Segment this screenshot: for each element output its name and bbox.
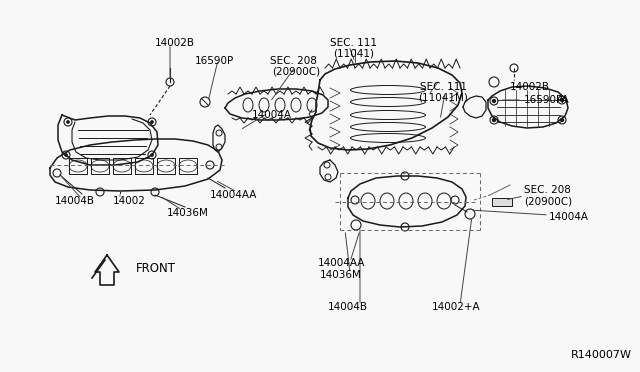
- Text: 14002B: 14002B: [510, 82, 550, 92]
- Circle shape: [67, 121, 70, 124]
- Text: 14036M: 14036M: [167, 208, 209, 218]
- Text: 14002+A: 14002+A: [432, 302, 481, 312]
- Text: 14002B: 14002B: [155, 38, 195, 48]
- Text: (20900C): (20900C): [524, 196, 572, 206]
- Text: 16590P: 16590P: [195, 56, 234, 66]
- Text: 14004A: 14004A: [549, 212, 589, 222]
- Text: 14036M: 14036M: [320, 270, 362, 280]
- Bar: [69, 158, 87, 174]
- Text: (11041): (11041): [333, 49, 374, 59]
- Text: SEC. 111: SEC. 111: [330, 38, 377, 48]
- Text: 14004A: 14004A: [252, 110, 292, 120]
- Bar: [492, 198, 512, 206]
- Text: SEC. 208: SEC. 208: [270, 56, 317, 66]
- Bar: [91, 158, 109, 174]
- Circle shape: [150, 121, 154, 124]
- Circle shape: [493, 99, 495, 103]
- Text: (11041M): (11041M): [418, 93, 468, 103]
- Bar: [135, 158, 153, 174]
- Text: R140007W: R140007W: [571, 350, 632, 360]
- Text: 14004AA: 14004AA: [318, 258, 365, 268]
- Circle shape: [65, 154, 67, 157]
- Text: (20900C): (20900C): [272, 67, 320, 77]
- Circle shape: [493, 119, 495, 122]
- Circle shape: [150, 154, 154, 157]
- Bar: [157, 158, 175, 174]
- Text: 14004B: 14004B: [328, 302, 368, 312]
- Text: 14002: 14002: [113, 196, 146, 206]
- Text: SEC. 208: SEC. 208: [524, 185, 571, 195]
- Text: 14004B: 14004B: [55, 196, 95, 206]
- Bar: [179, 158, 197, 174]
- Bar: [113, 158, 131, 174]
- Circle shape: [561, 119, 563, 122]
- Text: 16590PA: 16590PA: [524, 95, 570, 105]
- Text: FRONT: FRONT: [136, 262, 176, 275]
- Circle shape: [561, 99, 563, 102]
- Text: 14004AA: 14004AA: [210, 190, 257, 200]
- Text: SEC. 111: SEC. 111: [420, 82, 467, 92]
